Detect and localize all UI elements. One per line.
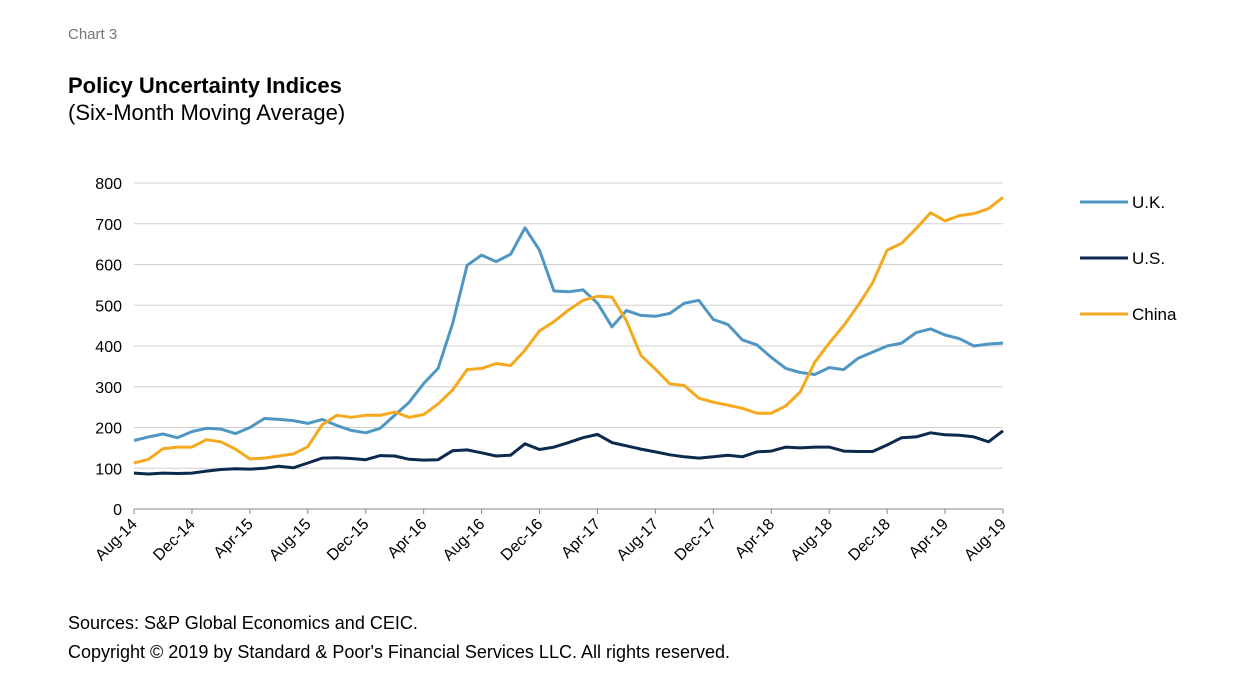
y-tick-label: 0 — [113, 502, 122, 519]
line-series — [133, 429, 1004, 476]
x-tick-label: Apr-19 — [906, 516, 952, 562]
line-series — [133, 226, 1004, 442]
x-tick-label: Aug-17 — [614, 516, 663, 565]
y-tick-label: 300 — [95, 380, 122, 397]
legend-label: U.K. — [1132, 193, 1165, 212]
x-tick-label: Dec-17 — [672, 516, 721, 565]
line-series — [133, 196, 1004, 465]
y-tick-label: 400 — [95, 339, 122, 356]
x-tick-label: Aug-16 — [440, 516, 489, 565]
y-tick-label: 700 — [95, 217, 122, 234]
x-tick-label: Dec-16 — [498, 516, 547, 565]
x-tick-label: Dec-18 — [845, 516, 894, 565]
chart-subtitle: (Six-Month Moving Average) — [68, 100, 345, 125]
legend-label: China — [1132, 305, 1177, 324]
y-tick-label: 600 — [95, 258, 122, 275]
chart-label: Chart 3 — [68, 26, 117, 43]
y-tick-label: 500 — [95, 298, 122, 315]
x-tick-label: Apr-15 — [211, 516, 257, 562]
x-tick-label: Apr-16 — [385, 516, 431, 562]
x-tick-label: Apr-17 — [558, 516, 604, 562]
x-tick-label: Aug-14 — [92, 516, 141, 565]
chart-title: Policy Uncertainty Indices — [68, 73, 342, 98]
y-tick-label: 800 — [95, 176, 122, 193]
x-tick-label: Aug-19 — [961, 516, 1010, 565]
x-tick-label: Apr-18 — [732, 516, 778, 562]
x-tick-label: Aug-18 — [788, 516, 837, 565]
y-tick-label: 100 — [95, 461, 122, 478]
copyright: Copyright © 2019 by Standard & Poor's Fi… — [68, 642, 730, 662]
x-tick-label: Dec-15 — [324, 516, 373, 565]
x-tick-label: Dec-14 — [150, 516, 199, 565]
legend-label: U.S. — [1132, 249, 1165, 268]
x-tick-label: Aug-15 — [266, 516, 315, 565]
y-tick-label: 200 — [95, 421, 122, 438]
sources: Sources: S&P Global Economics and CEIC. — [68, 613, 418, 633]
